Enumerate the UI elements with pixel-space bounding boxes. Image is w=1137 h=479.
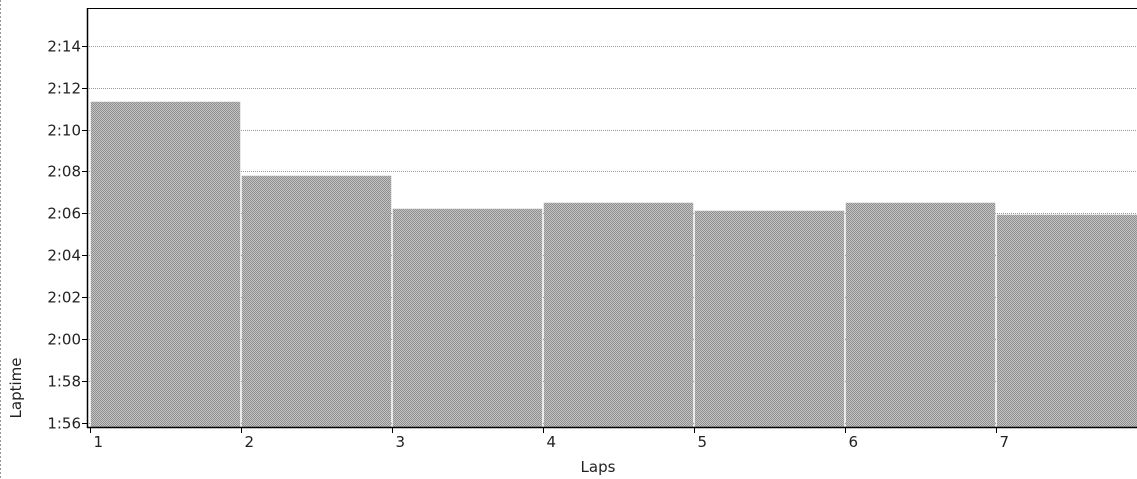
y-tick-label: 1:56 (47, 415, 81, 433)
y-tick-label: 1:58 (47, 373, 81, 391)
y-axis-ticks: 1:56 1:58 2:00 2:02 2:04 2:06 2:08 2:10 2:12 2:14 (47, 38, 87, 433)
bar-lap-5 (694, 210, 845, 428)
left-border (0, 0, 1, 479)
x-tick-label: 1 (94, 433, 104, 451)
y-tick-label: 2:14 (47, 38, 81, 56)
x-tick-label: 4 (547, 433, 557, 451)
bar-lap-6 (845, 202, 996, 428)
bar-lap-1 (90, 101, 241, 428)
bar-lap-4 (543, 202, 694, 428)
y-tick-label: 2:00 (47, 331, 81, 349)
bar-lap-7 (996, 214, 1137, 428)
y-tick-label: 2:06 (47, 205, 81, 223)
x-axis-ticks: 1 2 3 4 5 6 7 (90, 427, 1010, 451)
x-axis-title: Laps (581, 458, 616, 476)
x-tick-label: 7 (1000, 433, 1010, 451)
x-tick-label: 5 (698, 433, 708, 451)
x-tick-label: 6 (849, 433, 859, 451)
x-tick-label: 3 (396, 433, 406, 451)
y-axis-title: Laptime (7, 358, 25, 419)
bars (90, 101, 1137, 428)
y-tick-label: 2:04 (47, 247, 81, 265)
x-tick-label: 2 (245, 433, 255, 451)
y-tick-label: 2:08 (47, 163, 81, 181)
bar-lap-3 (392, 208, 543, 428)
y-tick-label: 2:10 (47, 122, 81, 140)
bar-lap-2 (241, 175, 392, 428)
y-tick-label: 2:12 (47, 80, 81, 98)
y-tick-label: 2:02 (47, 289, 81, 307)
